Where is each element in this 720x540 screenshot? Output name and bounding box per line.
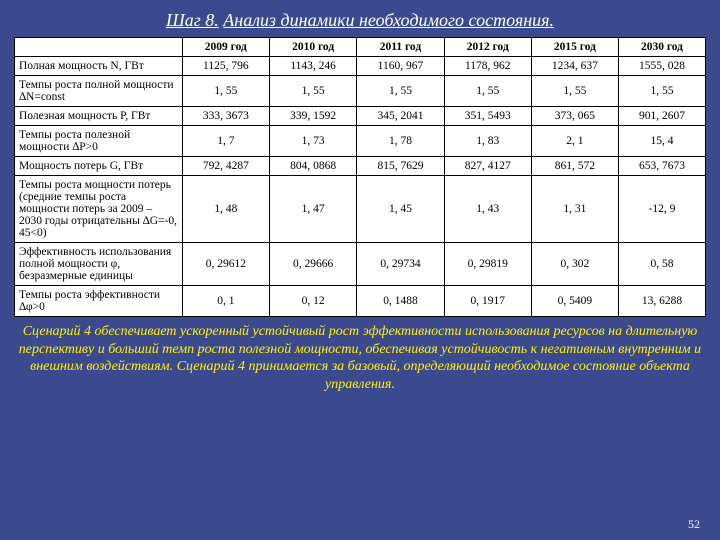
row-label: Полезная мощность P, ГВт: [15, 107, 183, 126]
table-row: Темпы роста полной мощности ∆N=const1, 5…: [15, 76, 706, 107]
cell: 1, 78: [357, 126, 444, 157]
cell: 1143, 246: [269, 57, 356, 76]
col-h0: [15, 38, 183, 57]
cell: 339, 1592: [269, 107, 356, 126]
cell: 1, 55: [182, 76, 269, 107]
col-h6: 2030 год: [618, 38, 705, 57]
col-h5: 2015 год: [531, 38, 618, 57]
cell: 351, 5493: [444, 107, 531, 126]
cell: 1234, 637: [531, 57, 618, 76]
cell: 0, 1488: [357, 286, 444, 317]
col-h2: 2010 год: [269, 38, 356, 57]
cell: 1, 73: [269, 126, 356, 157]
cell: 1, 45: [357, 176, 444, 243]
table-row: Темпы роста полезной мощности ∆P>01, 71,…: [15, 126, 706, 157]
cell: 2, 1: [531, 126, 618, 157]
cell: 373, 065: [531, 107, 618, 126]
cell: 0, 29612: [182, 243, 269, 286]
footnote: Сценарий 4 обеспечивает ускоренный устой…: [14, 323, 706, 393]
cell: 653, 7673: [618, 157, 705, 176]
row-label: Темпы роста эффективности ∆φ>0: [15, 286, 183, 317]
table-body: Полная мощность N, ГВт1125, 7961143, 246…: [15, 57, 706, 317]
row-label: Темпы роста мощности потерь (средние тем…: [15, 176, 183, 243]
title-rest: Анализ динамики необходимого состояния.: [223, 10, 554, 30]
cell: 1, 48: [182, 176, 269, 243]
col-h1: 2009 год: [182, 38, 269, 57]
cell: 0, 29734: [357, 243, 444, 286]
cell: 827, 4127: [444, 157, 531, 176]
table-row: Темпы роста эффективности ∆φ>00, 10, 120…: [15, 286, 706, 317]
cell: 815, 7629: [357, 157, 444, 176]
row-label: Полная мощность N, ГВт: [15, 57, 183, 76]
cell: 1, 43: [444, 176, 531, 243]
table-row: Эффективность использования полной мощно…: [15, 243, 706, 286]
table-row: Полная мощность N, ГВт1125, 7961143, 246…: [15, 57, 706, 76]
cell: 0, 302: [531, 243, 618, 286]
cell: 1, 55: [269, 76, 356, 107]
cell: 804, 0868: [269, 157, 356, 176]
cell: 1, 55: [444, 76, 531, 107]
cell: 1, 55: [357, 76, 444, 107]
cell: 1, 83: [444, 126, 531, 157]
cell: 0, 5409: [531, 286, 618, 317]
data-table: 2009 год 2010 год 2011 год 2012 год 2015…: [14, 37, 706, 317]
page-number: 52: [688, 517, 700, 532]
cell: 0, 29666: [269, 243, 356, 286]
cell: 1160, 967: [357, 57, 444, 76]
cell: 861, 572: [531, 157, 618, 176]
col-h3: 2011 год: [357, 38, 444, 57]
cell: 901, 2607: [618, 107, 705, 126]
row-label: Темпы роста полезной мощности ∆P>0: [15, 126, 183, 157]
cell: 0, 29819: [444, 243, 531, 286]
cell: 1125, 796: [182, 57, 269, 76]
cell: -12, 9: [618, 176, 705, 243]
cell: 345, 2041: [357, 107, 444, 126]
slide-title: Шаг 8. Анализ динамики необходимого сост…: [14, 10, 706, 31]
cell: 1, 31: [531, 176, 618, 243]
cell: 1, 7: [182, 126, 269, 157]
cell: 0, 1917: [444, 286, 531, 317]
table-header-row: 2009 год 2010 год 2011 год 2012 год 2015…: [15, 38, 706, 57]
col-h4: 2012 год: [444, 38, 531, 57]
cell: 1, 55: [531, 76, 618, 107]
row-label: Эффективность использования полной мощно…: [15, 243, 183, 286]
cell: 15, 4: [618, 126, 705, 157]
cell: 1555, 028: [618, 57, 705, 76]
cell: 0, 1: [182, 286, 269, 317]
cell: 1, 55: [618, 76, 705, 107]
cell: 1, 47: [269, 176, 356, 243]
table-row: Темпы роста мощности потерь (средние тем…: [15, 176, 706, 243]
row-label: Темпы роста полной мощности ∆N=const: [15, 76, 183, 107]
table-row: Полезная мощность P, ГВт333, 3673339, 15…: [15, 107, 706, 126]
row-label: Мощность потерь G, ГВт: [15, 157, 183, 176]
table-row: Мощность потерь G, ГВт792, 4287804, 0868…: [15, 157, 706, 176]
cell: 0, 58: [618, 243, 705, 286]
cell: 13, 6288: [618, 286, 705, 317]
cell: 333, 3673: [182, 107, 269, 126]
cell: 0, 12: [269, 286, 356, 317]
cell: 792, 4287: [182, 157, 269, 176]
title-step: Шаг 8.: [166, 10, 219, 30]
cell: 1178, 962: [444, 57, 531, 76]
